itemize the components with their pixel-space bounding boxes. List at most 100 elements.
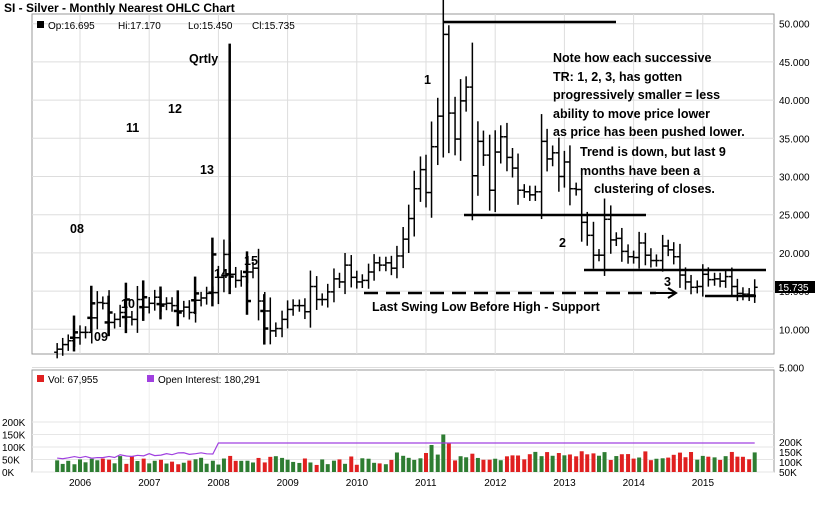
volume-bar [389, 459, 394, 472]
volume-bar [591, 453, 596, 472]
oi-tick-label: 150K [779, 448, 803, 459]
volume-bar [72, 464, 77, 472]
volume-bar [446, 442, 451, 472]
volume-bar [83, 462, 88, 472]
volume-bar [585, 454, 590, 472]
volume-bar [176, 464, 181, 472]
volume-bar [158, 459, 163, 472]
year-label: 2006 [69, 478, 92, 489]
volume-bar [147, 463, 152, 472]
note-line-1: Note how each successive [553, 51, 711, 65]
volume-bar [504, 456, 509, 472]
volume-bar [331, 460, 336, 472]
volume-bar [574, 456, 579, 472]
year-label: 2012 [484, 478, 507, 489]
volume-bar [383, 464, 388, 472]
open-interest-line [57, 442, 755, 460]
volume-bar [597, 455, 601, 472]
volume-bar [735, 456, 740, 472]
price-tick-label: 45.000 [779, 58, 810, 69]
volume-bar [135, 461, 140, 472]
volume-bar [740, 456, 745, 472]
volume-bar [343, 463, 348, 472]
volume-bar [527, 454, 532, 472]
volume-bar [394, 452, 399, 472]
year-label: 2008 [207, 478, 230, 489]
volume-bar [308, 462, 313, 472]
volume-bar [562, 455, 567, 472]
volume-bar [285, 459, 290, 472]
volume-bar [429, 445, 434, 472]
volume-bar [337, 459, 342, 472]
volume-bar [458, 456, 463, 472]
volume-bars [55, 434, 757, 472]
price-tick-label: 50.000 [779, 20, 810, 31]
volume-bar [700, 455, 705, 472]
year-label: 2014 [623, 478, 646, 489]
volume-bar [689, 452, 694, 472]
volume-bar [533, 451, 538, 472]
volume-bar [187, 460, 192, 472]
volume-bar [251, 462, 255, 472]
volume-tick-label: 200K [2, 418, 26, 429]
support-label: Last Swing Low Before High - Support [372, 300, 601, 314]
note-line-5: as price has been pushed lower. [553, 125, 745, 139]
volume-bar [406, 457, 411, 472]
volume-bar [152, 460, 157, 472]
volume-bar [256, 457, 261, 472]
volume-bar [441, 434, 446, 472]
volume-bar [516, 455, 521, 472]
volume-bar [89, 458, 94, 472]
volume-bar [320, 459, 325, 472]
volume-bar [199, 457, 204, 472]
volume-bar [372, 462, 377, 472]
volume-bar [435, 454, 440, 472]
legend-high: Hi:17.170 [118, 21, 161, 32]
volume-bar [660, 458, 665, 472]
volume-bar [118, 456, 123, 472]
price-tick-label: 40.000 [779, 96, 810, 107]
volume-tick-label: 50K [2, 456, 20, 467]
qtr-label-11: 11 [126, 121, 139, 135]
volume-bar [233, 460, 238, 472]
qrtly-label: Qrtly [189, 52, 218, 66]
volume-bar [464, 457, 469, 472]
year-label: 2009 [277, 478, 300, 489]
volume-tick-label: 0K [2, 468, 15, 479]
volume-bar [55, 460, 60, 472]
last-price-box [775, 281, 815, 293]
volume-bar [706, 456, 711, 472]
qtr-label-14: 14 [214, 267, 228, 281]
price-tick-label: 20.000 [779, 249, 810, 260]
volume-bar [314, 464, 319, 472]
legend-low: Lo:15.450 [188, 21, 233, 32]
volume-bar [221, 458, 226, 472]
volume-bar [60, 463, 65, 472]
volume-bar [510, 455, 515, 472]
note-line-4: ability to move price lower [553, 107, 710, 121]
vol-legend: Vol: 67,955 [48, 375, 98, 386]
volume-bar [556, 453, 561, 472]
year-label: 2015 [692, 478, 715, 489]
volume-bar [245, 460, 250, 472]
volume-bar [297, 462, 302, 472]
volume-bar [712, 457, 717, 472]
volume-bar [453, 460, 458, 472]
qtr-label-15: 15 [244, 254, 258, 268]
oi-legend-swatch [147, 375, 154, 382]
price-tick-label: 25.000 [779, 211, 810, 222]
volume-bar [614, 456, 619, 472]
volume-bar [677, 452, 682, 472]
oi-tick-label: 100K [779, 458, 803, 469]
volume-bar [671, 454, 676, 472]
volume-bar [78, 459, 82, 472]
volume-bar [66, 460, 71, 472]
volume-bar [747, 459, 752, 472]
legend-swatch [37, 21, 44, 28]
chart-title: SI - Silver - Monthly Nearest OHLC Chart [4, 1, 235, 15]
volume-bar [579, 451, 584, 472]
volume-bar [228, 455, 233, 472]
volume-bar [487, 459, 492, 472]
